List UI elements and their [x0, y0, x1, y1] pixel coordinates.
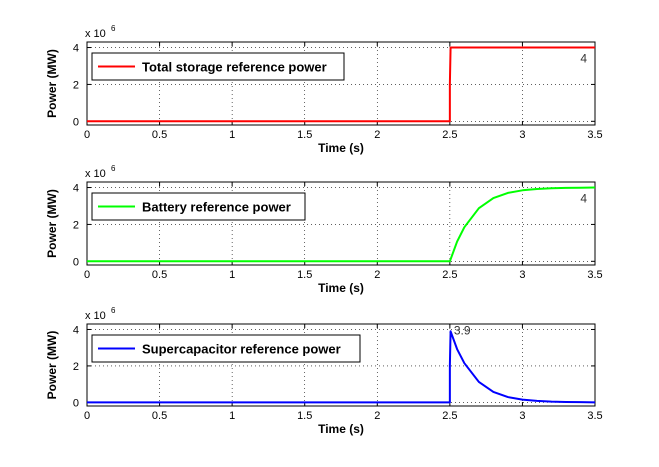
x-tick-label: 1.5: [297, 269, 312, 281]
x-tick-label: 3: [519, 269, 525, 281]
x-tick-label: 0: [84, 269, 90, 281]
y-tick-label: 2: [73, 219, 79, 231]
x-tick-label: 2.5: [442, 129, 457, 141]
y-tick-label: 0: [73, 256, 79, 268]
x-tick-label: 2: [374, 129, 380, 141]
legend-label: Total storage reference power: [142, 60, 327, 75]
y-multiplier-exponent: 6: [111, 306, 116, 315]
legend: Supercapacitor reference power: [91, 334, 361, 363]
y-multiplier: x 10: [85, 310, 106, 322]
x-tick-label: 0.5: [152, 269, 167, 281]
x-tick-label: 2: [374, 269, 380, 281]
y-tick-label: 4: [73, 324, 79, 336]
axes-box: [86, 323, 596, 407]
legend: Battery reference power: [91, 192, 306, 221]
x-tick-label: 1: [229, 129, 235, 141]
x-axis-label: Time (s): [318, 281, 364, 295]
x-tick-label: 0: [84, 129, 90, 141]
x-tick-label: 1: [229, 269, 235, 281]
y-multiplier-exponent: 6: [111, 24, 116, 33]
peak-annotation: 3.9: [454, 323, 471, 337]
legend: Total storage reference power: [91, 52, 345, 81]
y-multiplier: x 10: [85, 28, 106, 40]
x-tick-label: 3.5: [587, 269, 602, 281]
x-tick-label: 1.5: [297, 410, 312, 422]
y-axis-label: Power (MW): [45, 189, 59, 258]
series-line-1: [87, 330, 596, 404]
y-tick-label: 0: [73, 397, 79, 409]
x-tick-label: 3: [519, 410, 525, 422]
y-multiplier: x 10: [85, 168, 106, 180]
y-tick-label: 2: [73, 361, 79, 373]
x-tick-label: 2.5: [442, 410, 457, 422]
x-tick-label: 3.5: [587, 129, 602, 141]
final-value-annotation: 4: [580, 52, 587, 66]
y-tick-label: 4: [73, 183, 79, 195]
y-tick-label: 2: [73, 79, 79, 91]
axes-box: [86, 41, 596, 126]
x-tick-label: 0.5: [152, 129, 167, 141]
y-axis-label: Power (MW): [45, 331, 59, 400]
final-value-annotation: 4: [580, 192, 587, 206]
x-tick-label: 0: [84, 410, 90, 422]
chart-panel-3: 0 0.5 1 1.5 2 2.5 3 3.5 0 2 4 x 10 6 Time (s) Power (M…: [45, 306, 603, 436]
axes-box: [86, 181, 596, 266]
x-tick-label: 3.5: [587, 410, 602, 422]
x-tick-label: 2: [374, 410, 380, 422]
legend-box: [91, 334, 361, 363]
x-axis-label: Time (s): [318, 422, 364, 436]
x-tick-label: 1.5: [297, 129, 312, 141]
chart-panel-2: 0 0.5 1 1.5 2 2.5 3 3.5 0 2 4 x 10 6 Time (s) Power (M…: [45, 164, 603, 295]
x-tick-label: 1: [229, 410, 235, 422]
chart-panel-1: 0 0.5 1 1.5 2 2.5 3 3.5 0 2 4 x 10 6 Time (s) Power (M…: [45, 24, 603, 155]
y-multiplier-exponent: 6: [111, 164, 116, 173]
legend-label: Battery reference power: [142, 200, 291, 215]
y-tick-label: 0: [73, 116, 79, 128]
x-tick-label: 2.5: [442, 269, 457, 281]
y-axis-label: Power (MW): [45, 49, 59, 118]
x-tick-label: 0.5: [152, 410, 167, 422]
series-line-1: [87, 186, 596, 263]
series-line-1: [87, 46, 595, 123]
x-tick-label: 3: [519, 129, 525, 141]
legend-label: Supercapacitor reference power: [142, 342, 341, 357]
y-tick-label: 4: [73, 43, 79, 55]
x-axis-label: Time (s): [318, 141, 364, 155]
